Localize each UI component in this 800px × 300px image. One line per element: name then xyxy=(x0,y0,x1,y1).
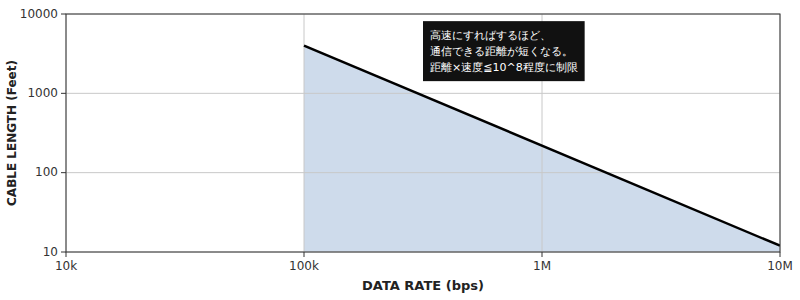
annotation-box xyxy=(423,21,585,81)
annotation: 高速にすればするほど、通信できる距離が短くなる。距離×速度≦10^8程度に制限 xyxy=(423,21,585,81)
grid-line-y xyxy=(66,93,780,94)
chart-container: 10k 100k 1M 10M 10 100 1000 10000 DATA RATE (bps… xyxy=(0,0,800,300)
x-axis-label: DATA RATE (bps) xyxy=(362,278,484,293)
y-tick-label: 10 xyxy=(43,245,58,259)
x-tick-label: 10k xyxy=(55,259,77,273)
x-tick-label: 10M xyxy=(767,259,793,273)
annotation-text: 距離×速度≦10^8程度に制限 xyxy=(430,61,578,74)
y-tick-label: 10000 xyxy=(20,7,58,21)
y-tick xyxy=(61,14,66,15)
annotation-text: 通信できる距離が短くなる。 xyxy=(430,45,573,58)
annotation-text: 高速にすればするほど、 xyxy=(430,29,551,42)
grid-line-x xyxy=(304,14,305,252)
y-axis-label: CABLE LENGTH (Feet) xyxy=(5,60,19,206)
y-tick xyxy=(61,93,66,94)
grid-line-y xyxy=(66,172,780,173)
plot-frame xyxy=(66,14,780,252)
plot-background xyxy=(66,14,780,252)
x-tick xyxy=(66,252,67,257)
x-tick xyxy=(304,252,305,257)
x-tick-label: 1M xyxy=(533,259,551,273)
y-tick xyxy=(61,172,66,173)
y-tick-label: 100 xyxy=(35,165,58,179)
axes: 10k 100k 1M 10M 10 100 1000 10000 xyxy=(20,7,793,274)
y-tick xyxy=(61,252,66,253)
grid xyxy=(66,14,780,252)
x-tick-label: 100k xyxy=(289,259,319,273)
chart: 10k 100k 1M 10M 10 100 1000 10000 DATA RATE (bps… xyxy=(0,0,800,300)
x-tick xyxy=(542,252,543,257)
y-tick-label: 1000 xyxy=(27,86,58,100)
x-tick xyxy=(780,252,781,257)
